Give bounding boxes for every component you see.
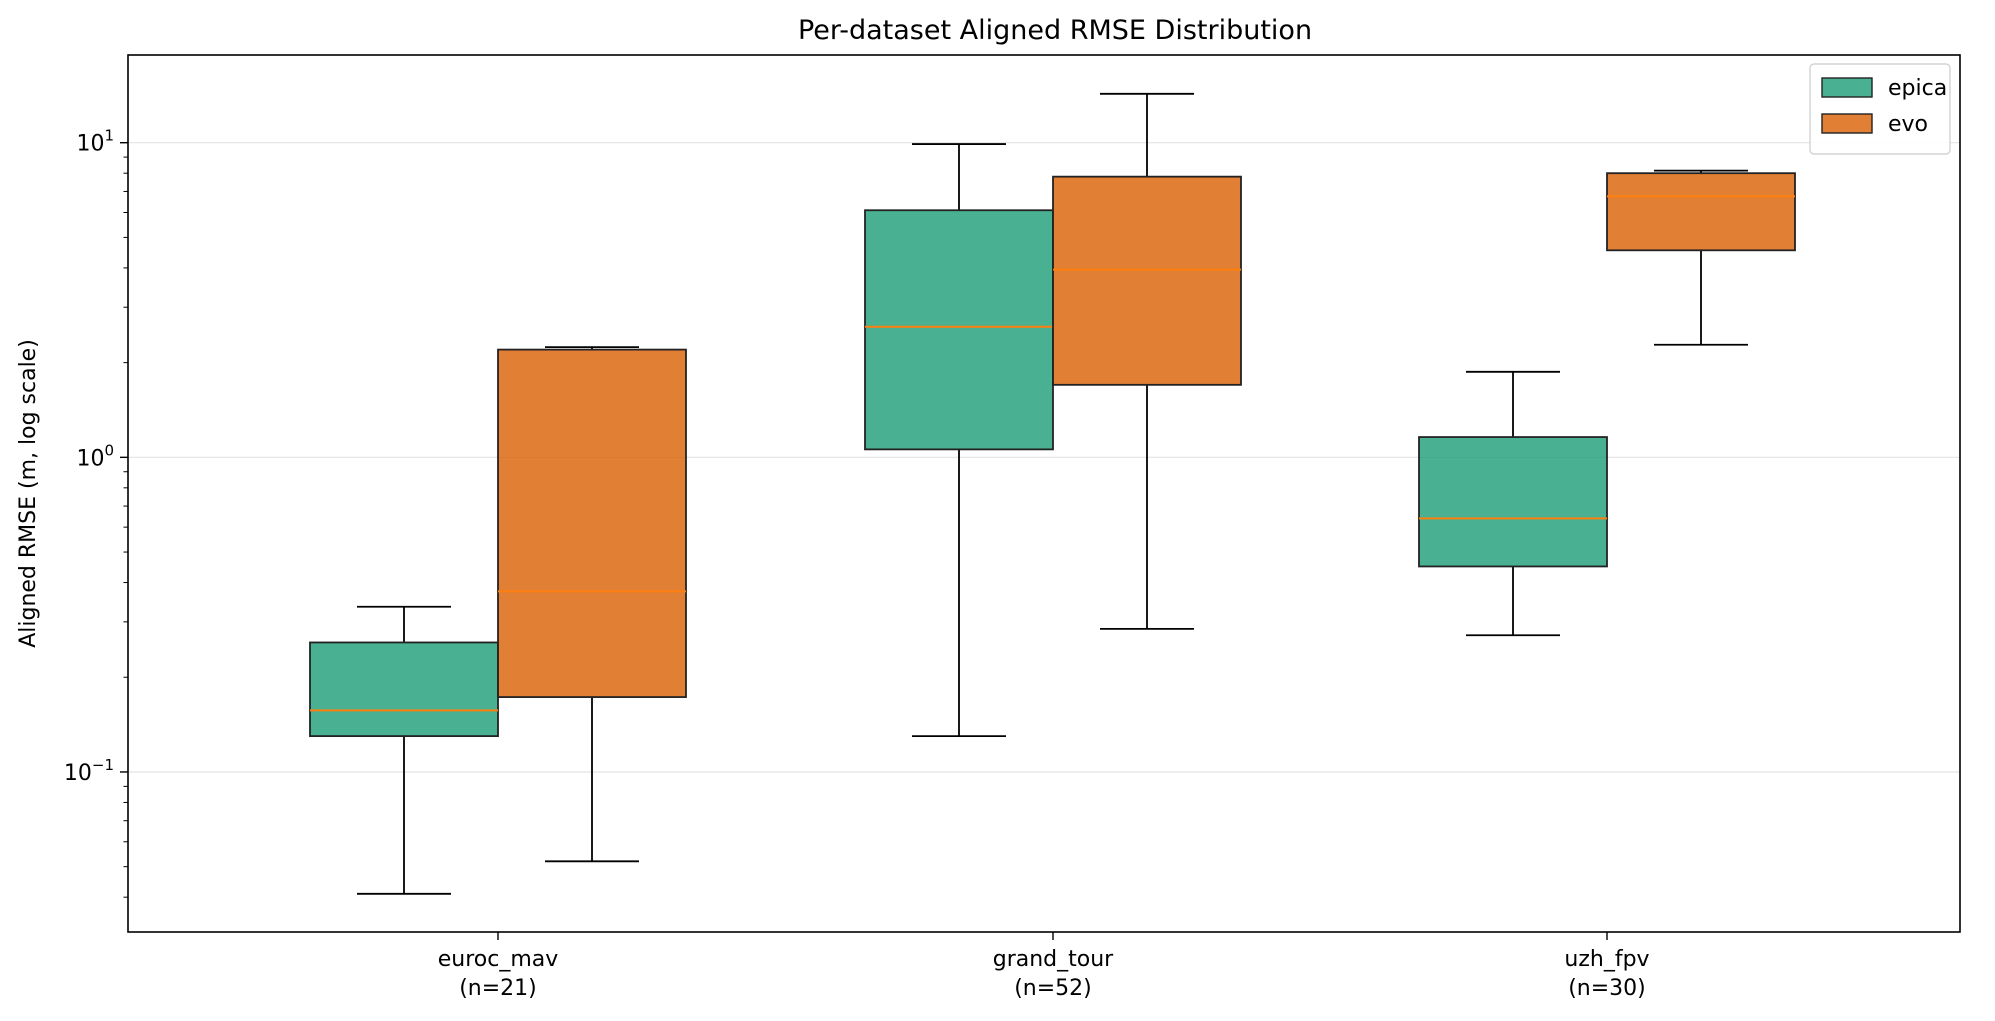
x-tick-count-euroc_mav: (n=21) <box>459 976 537 1001</box>
x-axis: euroc_mav (n=21) grand_tour (n=52) uzh_fpv (n… <box>438 932 1650 1001</box>
y-tick-base: 10 <box>76 446 104 471</box>
iqr-box <box>497 348 687 698</box>
y-tick-base: 10 <box>64 761 92 786</box>
y-tick-exponent: 0 <box>104 441 114 459</box>
chart-title: Per-dataset Aligned RMSE Distribution <box>798 15 1312 46</box>
box-evo-uzh_fpv <box>1606 169 1796 346</box>
y-tick-exponent: −1 <box>92 756 114 774</box>
x-tick-label-grand_tour: grand_tour <box>993 947 1114 972</box>
y-tick-label-0: 10−1 <box>64 756 114 786</box>
x-tick-label-uzh_fpv: uzh_fpv <box>1564 947 1649 972</box>
legend: epica evo <box>1809 63 1951 155</box>
axes-frame <box>127 54 1961 933</box>
x-tick-count-uzh_fpv: (n=30) <box>1568 976 1646 1001</box>
y-tick-exponent: 1 <box>104 127 114 145</box>
iqr-box <box>309 641 499 738</box>
box-evo-grand_tour <box>1052 92 1242 630</box>
box-epica-euroc_mav <box>309 605 499 895</box>
grid-lines <box>128 142 1960 773</box>
legend-label-epica: epica <box>1888 76 1947 101</box>
x-tick-label-euroc_mav: euroc_mav <box>438 947 559 972</box>
box-evo-euroc_mav <box>497 346 687 863</box>
legend-label-evo: evo <box>1888 112 1928 137</box>
iqr-box <box>1052 175 1242 386</box>
y-tick-base: 10 <box>76 132 104 157</box>
iqr-box <box>864 209 1054 451</box>
x-tick-count-grand_tour: (n=52) <box>1014 976 1092 1001</box>
legend-swatch-evo <box>1821 113 1873 134</box>
y-tick-label-2: 101 <box>76 127 114 157</box>
y-axis-label: Aligned RMSE (m, log scale) <box>16 339 41 648</box>
box-epica-grand_tour <box>864 143 1054 738</box>
y-tick-label-1: 100 <box>76 441 114 471</box>
legend-swatch-epica <box>1821 77 1873 98</box>
box-series <box>309 92 1796 895</box>
iqr-box <box>1418 436 1608 568</box>
iqr-box <box>1606 172 1796 252</box>
box-epica-uzh_fpv <box>1418 370 1608 637</box>
